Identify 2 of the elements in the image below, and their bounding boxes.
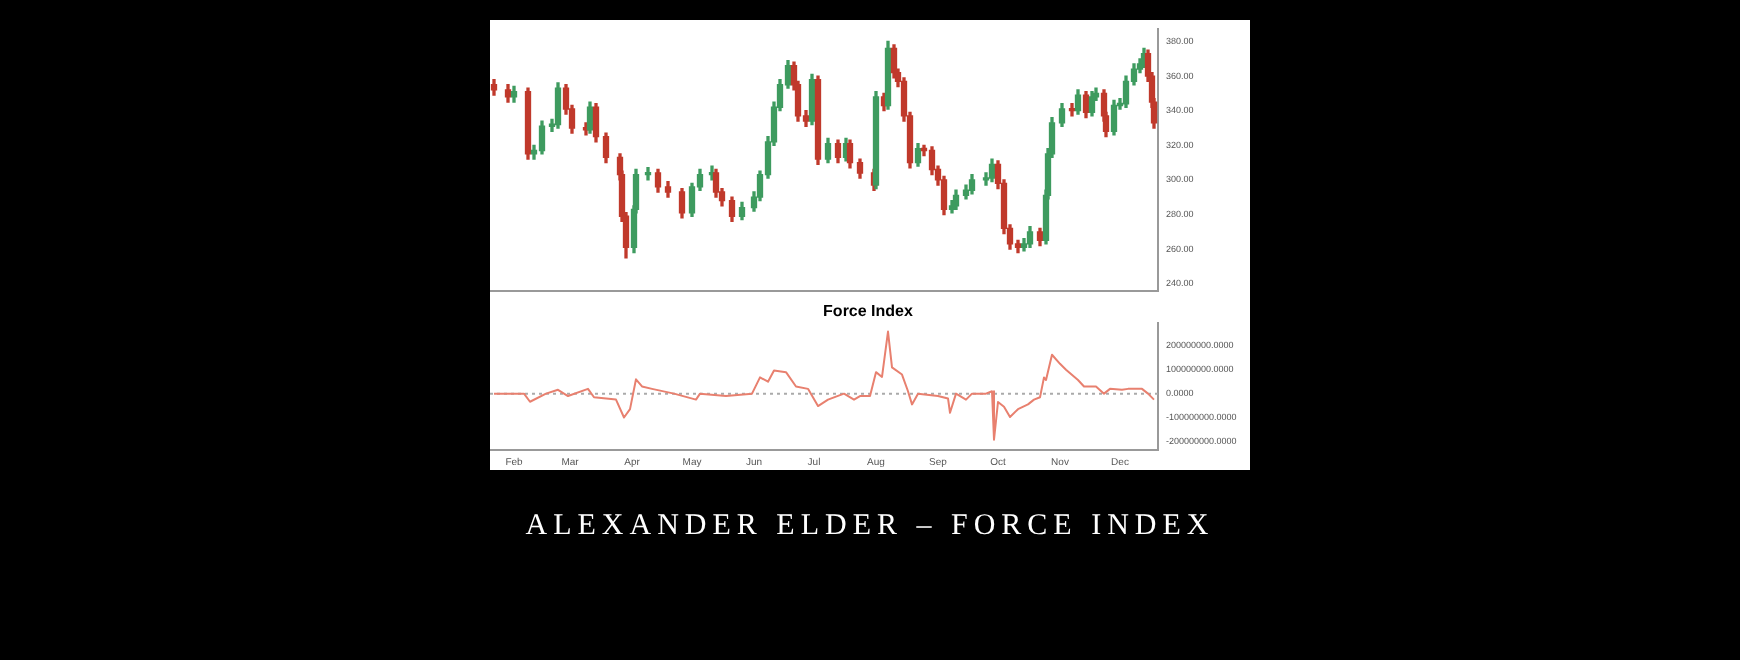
chart-title: Force Index xyxy=(823,302,914,321)
text: ALEXANDER ELDER – FORCE INDEX xyxy=(523,510,1217,544)
